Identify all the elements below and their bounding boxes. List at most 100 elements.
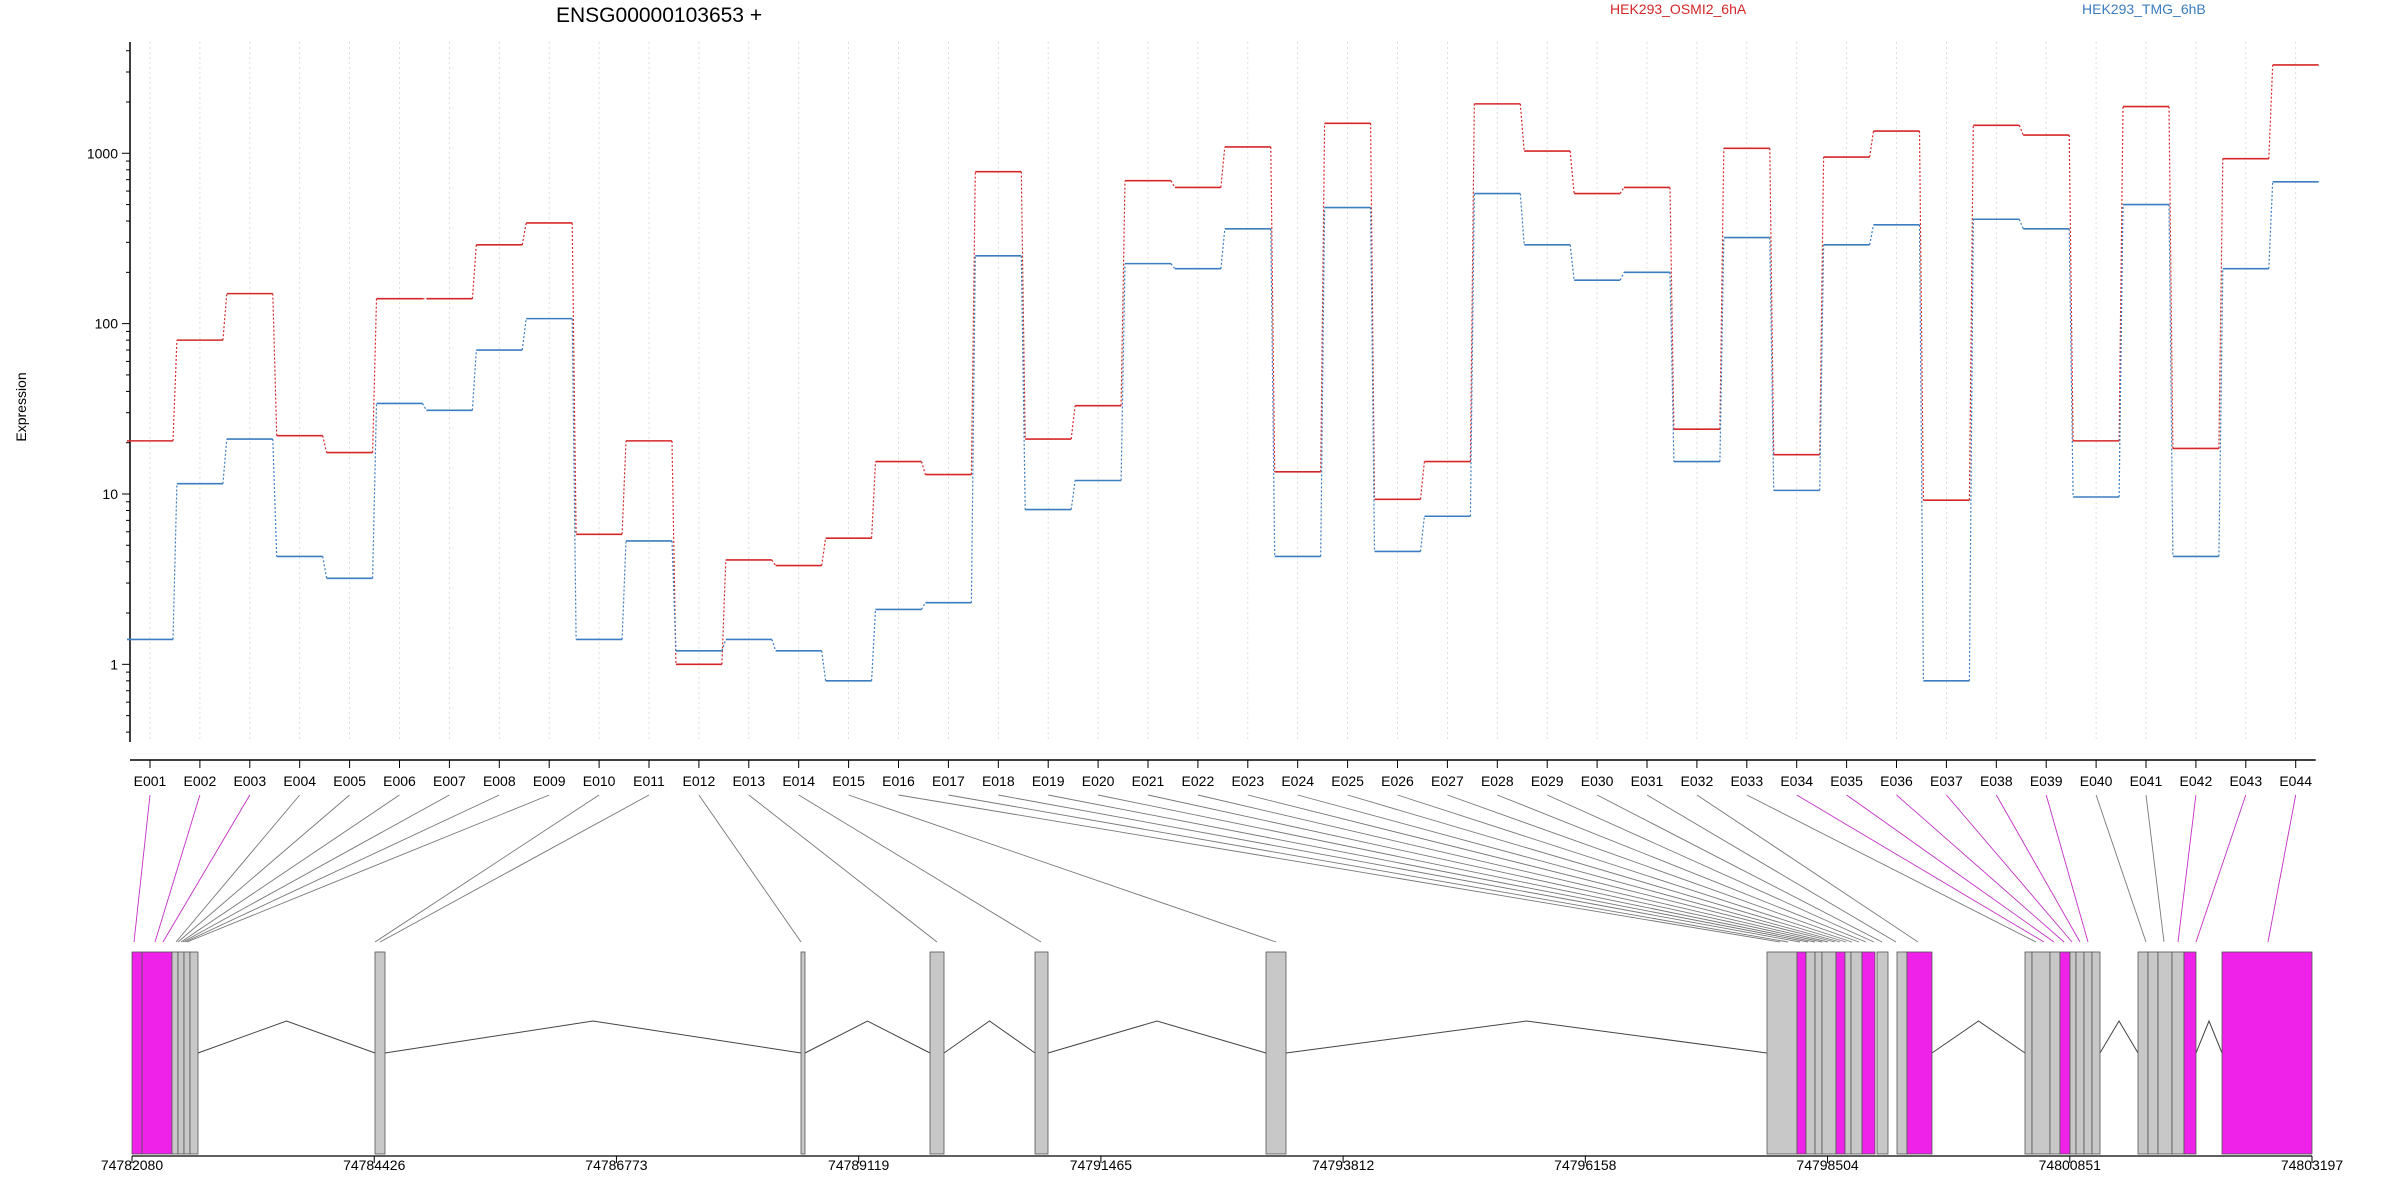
x-tick-label: E002	[184, 773, 217, 789]
series-1	[127, 64, 2319, 666]
exon-block	[1766, 951, 1798, 1155]
x-tick-label: E027	[1431, 773, 1464, 789]
data-connector	[721, 639, 727, 652]
x-tick-label: E013	[732, 773, 765, 789]
data-connector	[372, 298, 378, 453]
data-connector	[1918, 131, 1924, 501]
exon-block	[2157, 951, 2173, 1155]
x-tick-label: E039	[2030, 773, 2063, 789]
data-connector	[2268, 181, 2274, 269]
data-connector	[771, 559, 777, 566]
exon-connector	[998, 794, 1801, 943]
data-connector	[272, 293, 278, 436]
exon-connector	[1197, 794, 1829, 943]
x-tick-label: E025	[1331, 773, 1364, 789]
exon-connector	[1796, 794, 2045, 943]
exon-block	[2147, 951, 2159, 1155]
exon-block	[374, 951, 386, 1155]
data-connector	[1419, 516, 1425, 552]
y-tick-label: 10	[102, 486, 118, 502]
gene-model	[131, 951, 2313, 1155]
x-tick-label: E017	[932, 773, 965, 789]
y-tick-label: 1000	[87, 145, 118, 161]
exon-connector	[2195, 794, 2247, 943]
exon-block	[1821, 951, 1837, 1155]
exon-connector	[184, 794, 500, 943]
x-tick-label: E033	[1730, 773, 1763, 789]
data-connector	[571, 318, 577, 640]
exon-connector	[948, 794, 1789, 943]
data-connector	[172, 483, 178, 640]
data-connector	[1370, 207, 1376, 552]
exon-block	[189, 951, 199, 1155]
data-connector	[2018, 219, 2024, 230]
data-connector	[1719, 237, 1725, 462]
data-connector	[920, 461, 926, 475]
exon-block	[183, 951, 191, 1155]
data-connector	[1968, 125, 1974, 501]
data-connector	[1469, 193, 1475, 517]
x-tick-label: E006	[383, 773, 416, 789]
exon-connector	[1247, 794, 1836, 943]
x-tick-label: E009	[533, 773, 566, 789]
data-connector	[1968, 219, 1974, 681]
genome-coordinate-label: 74782080	[101, 1157, 164, 1173]
exon-connector	[1596, 794, 1883, 943]
x-tick-label: E030	[1581, 773, 1614, 789]
legend-series-1: HEK293_OSMI2_6hA	[1610, 1, 1747, 17]
exon-connector	[180, 794, 400, 943]
exon-connector	[1646, 794, 1897, 943]
exon-block	[1850, 951, 1863, 1155]
intron-line	[1285, 1020, 1768, 1054]
intron-line	[1047, 1020, 1267, 1054]
x-tick-label: E043	[2229, 773, 2262, 789]
genome-coordinate-label: 74800851	[2039, 1157, 2102, 1173]
data-connector	[2118, 204, 2124, 498]
genome-coordinate-label: 74786773	[585, 1157, 648, 1173]
data-connector	[1020, 255, 1026, 510]
data-connector	[322, 435, 328, 453]
exon-block-highlighted	[1835, 951, 1846, 1155]
data-connector	[421, 403, 427, 411]
x-tick-label: E034	[1780, 773, 1813, 789]
exon-block-highlighted	[141, 951, 173, 1155]
data-connector	[1619, 187, 1625, 194]
data-connector	[970, 171, 976, 475]
data-connector	[1519, 193, 1525, 245]
x-tick-label: E014	[782, 773, 815, 789]
data-connector	[821, 650, 827, 681]
exon-connector	[162, 794, 251, 943]
exon-connector	[1098, 794, 1816, 943]
data-connector	[1569, 151, 1575, 194]
exon-block-highlighted	[1861, 951, 1876, 1155]
exon-connector	[1746, 794, 2037, 943]
x-tick-label: E022	[1182, 773, 1215, 789]
data-connector	[372, 403, 378, 579]
data-connector	[1220, 228, 1226, 269]
x-tick-label: E037	[1930, 773, 1963, 789]
exon-connector	[2045, 794, 2089, 943]
x-axis: E001 E002 E003 E004 E005 E006 E007 E008 E009 E010…	[130, 759, 2316, 789]
exon-connector	[1896, 794, 2065, 943]
data-connector	[1819, 157, 1825, 455]
x-tick-label: E032	[1681, 773, 1714, 789]
data-connector	[621, 540, 627, 640]
x-tick-label: E003	[233, 773, 266, 789]
exon-connector	[848, 794, 1277, 943]
exon-block	[1034, 951, 1049, 1155]
data-connector	[1220, 146, 1226, 188]
x-tick-label: E015	[832, 773, 865, 789]
data-connector	[2268, 64, 2274, 159]
data-connector	[2068, 135, 2074, 441]
data-connector	[521, 318, 527, 351]
exon-block	[2069, 951, 2077, 1155]
data-connector	[2068, 228, 2074, 498]
exon-block-highlighted	[2221, 951, 2313, 1155]
y-axis-label: Expression	[13, 372, 29, 441]
exon-block-highlighted	[2059, 951, 2071, 1155]
exon-connector	[1147, 794, 1823, 943]
data-connector	[821, 538, 827, 566]
data-connector	[1270, 228, 1276, 557]
data-connector	[871, 461, 877, 539]
data-connector	[1370, 123, 1376, 500]
